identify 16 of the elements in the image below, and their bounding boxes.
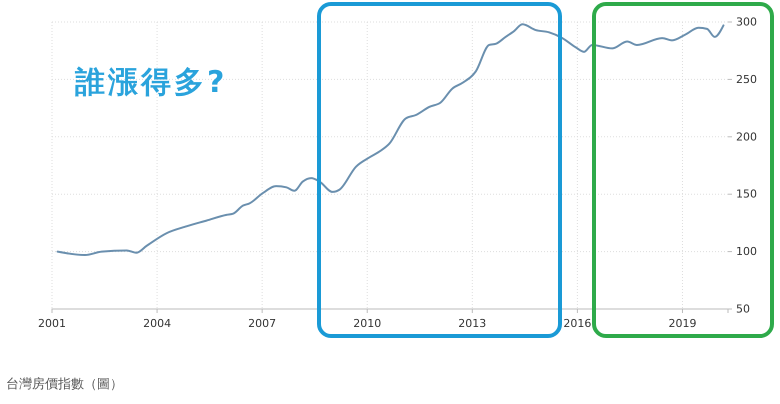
y-tick-label: 100 <box>736 245 757 258</box>
text: 台灣房價指數（圖） <box>6 376 123 392</box>
y-tick-label: 300 <box>736 16 757 29</box>
y-tick-label: 150 <box>736 188 757 201</box>
x-tick-label: 2016 <box>563 316 592 330</box>
line-series <box>56 23 724 256</box>
y-tick-label: 200 <box>736 130 757 144</box>
y-tick-label: 50 <box>736 302 750 316</box>
x-tick-label: 2013 <box>458 316 486 330</box>
text: 誰漲得多? <box>74 65 228 100</box>
x-tick-label: 2007 <box>248 316 276 330</box>
x-tick-label: 2004 <box>143 316 172 330</box>
x-tick-label: 2019 <box>668 316 696 330</box>
y-tick-label: 250 <box>736 72 757 86</box>
x-tick-label: 2010 <box>353 316 382 330</box>
x-tick-label: 2001 <box>38 316 66 330</box>
